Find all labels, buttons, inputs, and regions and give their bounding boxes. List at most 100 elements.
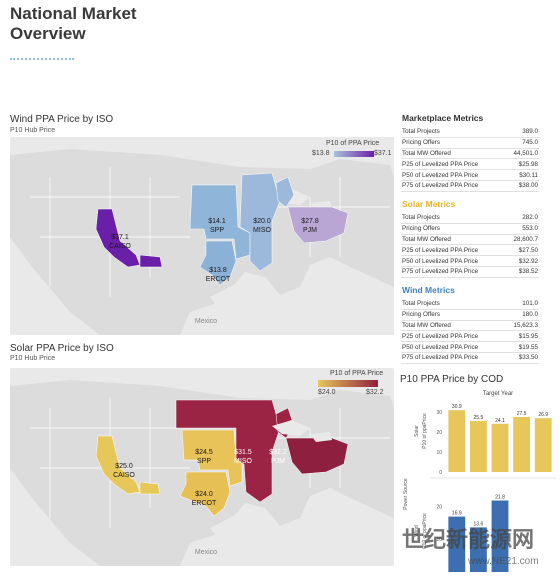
wind-legend-gradient [334,151,374,157]
metric-row: P75 of Levelized PPA Price $38.52 [401,266,539,278]
metric-value: $33.50 [504,352,539,364]
metric-label: Total Projects [401,213,505,224]
miso-name-label: MISO [253,227,271,234]
power-source-header: Power Source [403,478,409,510]
ytick-label: 0 [439,470,442,476]
metric-row: Total Projects 389.0 [401,127,539,138]
ytick-label: 10 [436,450,442,456]
bar-wind [448,516,466,572]
target-year-header: Target Year [483,391,513,397]
solar-map[interactable]: $25.0 CAISO $24.5 SPP $31.5 MISO $32.2 P… [10,368,394,566]
metric-value: 101.0 [504,299,539,310]
solar-map-canvas: $25.0 CAISO $24.5 SPP $31.5 MISO $32.2 P… [10,380,394,566]
metric-row: Total Projects 101.0 [401,299,539,310]
pjm-price-label: $32.2 [269,449,287,456]
metric-label: P75 of Levelized PPA Price [401,180,505,192]
region-caiso-ext [139,481,161,495]
metric-row: Pricing Offers 180.0 [401,309,539,321]
wind-map-canvas: $37.1 CAISO $14.1 SPP $20.0 MISO $27.8 P… [10,149,394,335]
caiso-name-label: CAISO [113,472,135,479]
metric-value: 28,600.7 [504,234,539,246]
metric-value: 282.0 [504,213,539,224]
gulf-shape [210,510,270,548]
metric-label: P50 of Levelized PPA Price [401,255,505,267]
miso-price-label: $31.5 [234,449,252,456]
metric-row: P25 of Levelized PPA Price $15.95 [401,330,539,343]
region-caiso [95,208,141,268]
solar-legend-min: $24.0 [318,389,336,396]
region-spp [189,184,251,260]
metric-value: $38.52 [504,266,539,278]
metric-value: $25.98 [504,158,539,171]
region-caiso-ext [139,254,163,268]
wind-map-title: Wind PPA Price by ISO [10,114,114,125]
metric-value: $38.00 [504,180,539,192]
wind-row-label: Wind [414,525,420,537]
ytick-label: 10 [436,537,442,543]
metric-label: P50 of Levelized PPA Price [401,341,505,353]
title-underline [10,58,74,60]
metric-label: P50 of Levelized PPA Price [401,169,505,181]
pjm-name-label: PJM [271,458,285,465]
bar-value-label: 24.1 [495,418,505,424]
solar-legend-max: $32.2 [366,389,384,396]
solar-map-subtitle: P10 Hub Price [10,355,56,362]
cod-chart[interactable]: Target Year Power Source Solar Wind P10 of p… [398,386,556,572]
marketplace-metrics-title: Marketplace Metrics [402,113,484,123]
metric-row: Total Projects 282.0 [401,213,539,224]
pjm-price-label: $27.8 [301,218,319,225]
ytick-label: 20 [436,430,442,436]
cod-chart-title: P10 PPA Price by COD [400,374,504,385]
mexico-label: Mexico [195,549,217,556]
bar-wind [491,500,509,572]
wind-legend-min: $13.8 [312,150,330,157]
ytick-label: 20 [436,504,442,510]
spp-name-label: SPP [197,458,211,465]
metric-row: P75 of Levelized PPA Price $33.50 [401,352,539,364]
watermark-logo: 世纪新能源网 [402,527,535,552]
marketplace-metrics-table: Total Projects 389.0 Pricing Offers 745.0 To… [401,127,539,192]
region-ercot [199,240,237,286]
land-shape [10,149,394,335]
page-title-line-2: Overview [10,24,86,43]
metric-row: Pricing Offers 745.0 [401,137,539,149]
bar-solar [513,417,531,472]
wind-legend-title: P10 of PPA Price [326,140,380,147]
spp-name-label: SPP [210,227,224,234]
bar-value-label: 16.9 [452,511,462,517]
metric-value: 553.0 [504,223,539,235]
mexico-label: Mexico [195,318,217,325]
metric-value: $19.55 [504,341,539,353]
pjm-name-label: PJM [303,227,317,234]
bar-value-label: 26.9 [538,412,548,418]
bar-solar [448,410,466,472]
metric-row: P75 of Levelized PPA Price $38.00 [401,180,539,192]
ercot-price-label: $13.8 [209,267,227,274]
solar-metrics-title: Solar Metrics [402,199,456,209]
metric-label: Total MW Offered [401,148,505,160]
region-spp [181,429,243,487]
bar-value-label: 21.8 [495,494,505,500]
metric-row: P25 of Levelized PPA Price $27.50 [401,244,539,257]
metric-value: $27.50 [504,244,539,257]
caiso-price-label: $25.0 [115,463,133,470]
metric-label: Pricing Offers [401,137,505,149]
metric-label: P25 of Levelized PPA Price [401,158,505,171]
metric-value: $30.11 [504,169,539,181]
region-pjm [287,206,349,244]
metric-label: Total Projects [401,299,505,310]
metric-value: 15,623.3 [504,320,539,332]
solar-map-title: Solar PPA Price by ISO [10,343,114,354]
metric-label: Total MW Offered [401,320,505,332]
metric-value: 180.0 [504,309,539,321]
wind-map[interactable]: $37.1 CAISO $14.1 SPP $20.0 MISO $27.8 P… [10,137,394,335]
wind-map-subtitle: P10 Hub Price [10,127,56,134]
spp-price-label: $24.5 [195,449,213,456]
bar-wind [469,527,487,572]
page-title: National Market Overview [10,4,210,44]
region-caiso [95,435,141,495]
watermark-url: www.NE21.com [468,556,539,567]
metric-label: Pricing Offers [401,309,505,321]
bar-solar [491,423,509,472]
